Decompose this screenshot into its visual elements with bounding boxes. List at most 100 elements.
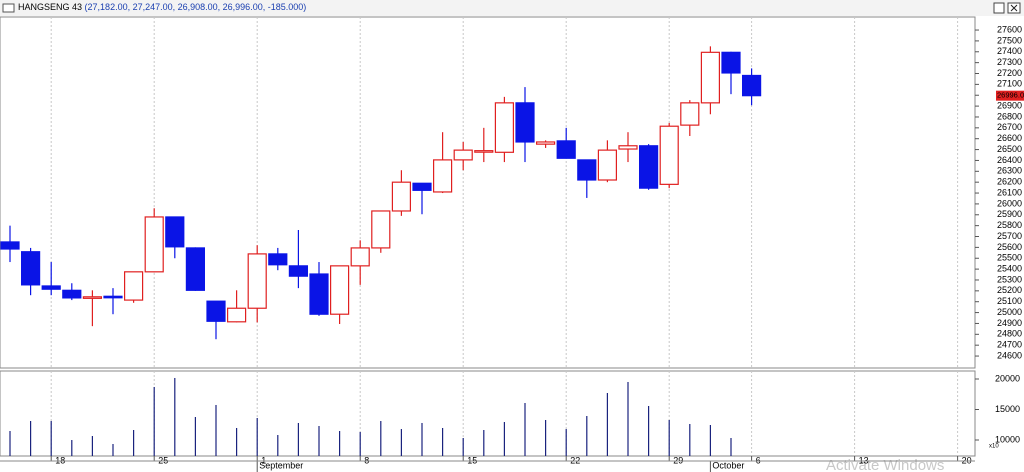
candle-body	[371, 210, 391, 249]
candle-body	[309, 273, 329, 315]
candle-body	[412, 182, 432, 191]
close-icon	[1010, 4, 1018, 12]
candle-body	[618, 145, 638, 150]
volume-bar	[30, 421, 32, 456]
candle-body	[103, 295, 123, 299]
volume-bar	[9, 431, 11, 456]
y-tick-label: 27500	[997, 35, 1022, 45]
y-tick-label: 15000	[995, 404, 1020, 414]
y-tick-label: 25400	[997, 263, 1022, 273]
x-tick-label: 22	[570, 455, 580, 465]
volume-bar	[648, 405, 650, 456]
candle-body	[123, 271, 144, 301]
volume-bar	[256, 417, 258, 456]
y-tick-label: 20000	[995, 373, 1020, 383]
y-tick-label: 26500	[997, 144, 1022, 154]
candle-body	[0, 241, 20, 250]
candle-body	[741, 74, 762, 97]
x-tick-label: 8	[364, 455, 369, 465]
last-price-label: 26996.00	[997, 91, 1024, 100]
candle-body	[350, 247, 370, 267]
candle-body	[330, 265, 350, 315]
y-tick-label: 26700	[997, 122, 1022, 132]
y-tick-label: 27400	[997, 46, 1022, 56]
title-bar	[0, 0, 1024, 16]
candle-body	[453, 149, 473, 161]
volume-frame	[0, 370, 976, 457]
volume-bar	[277, 435, 279, 456]
volume-bar	[606, 392, 608, 456]
candle-body	[144, 216, 164, 273]
y-tick-label: 25800	[997, 220, 1022, 230]
restore-button[interactable]	[993, 2, 1005, 14]
y-tick-label: 25500	[997, 253, 1022, 263]
candle-body	[515, 102, 535, 143]
volume-bar	[133, 430, 135, 456]
candle-body	[206, 300, 226, 322]
volume-bar	[421, 422, 423, 456]
month-label: October	[712, 460, 744, 470]
volume-bar	[194, 417, 196, 456]
volume-bar	[380, 421, 382, 456]
volume-bar	[730, 437, 732, 456]
candle-body	[391, 181, 411, 212]
volume-bar	[627, 381, 629, 456]
volume-bar	[442, 427, 444, 456]
y-tick-label: 26100	[997, 187, 1022, 197]
x-tick-label: 20	[962, 455, 972, 465]
y-tick-label: 25700	[997, 231, 1022, 241]
y-tick-label: 26400	[997, 155, 1022, 165]
candle-body	[577, 159, 597, 181]
candle-body	[21, 251, 41, 286]
y-tick-label: 27300	[997, 57, 1022, 67]
y-tick-label: 26300	[997, 166, 1022, 176]
volume-bar	[112, 444, 114, 456]
candle-body	[82, 296, 103, 299]
y-tick-label: 27600	[997, 24, 1022, 34]
ohlc-summary: (27,182.00, 27,247.00, 26,908.00, 26,996…	[85, 2, 307, 12]
volume-bar	[215, 404, 217, 456]
y-tick-label: 25900	[997, 209, 1022, 219]
candle-body	[700, 51, 721, 104]
volume-bar	[545, 419, 547, 456]
y-tick-label: 25200	[997, 285, 1022, 295]
candle-body	[659, 125, 679, 185]
y-tick-label: 25100	[997, 296, 1022, 306]
candle-body	[597, 149, 618, 181]
x-tick-label: 25	[158, 455, 168, 465]
volume-bar	[689, 423, 691, 456]
y-tick-label: 27100	[997, 79, 1022, 89]
candle-body	[474, 150, 494, 153]
candle-body	[494, 102, 514, 153]
volume-bar	[339, 431, 341, 456]
price-frame	[0, 16, 976, 369]
candle-body	[721, 51, 741, 74]
volume-bar	[400, 429, 402, 456]
candle-body	[185, 247, 205, 291]
volume-bar	[483, 430, 485, 456]
last-price-tag	[996, 90, 1024, 101]
y-tick-label: 26900	[997, 100, 1022, 110]
candle-body	[433, 159, 453, 193]
candle-body	[62, 289, 82, 299]
candle-body	[41, 285, 61, 290]
candle-body	[227, 307, 247, 323]
candle-body	[680, 102, 700, 126]
candle-body	[288, 265, 308, 277]
candle-body	[535, 141, 556, 145]
y-tick-label: 26600	[997, 133, 1022, 143]
volume-bar	[503, 422, 505, 456]
y-tick-label: 26200	[997, 177, 1022, 187]
volume-bar	[91, 436, 93, 456]
volume-bar	[524, 403, 526, 456]
volume-bar	[174, 377, 176, 456]
y-tick-label: 25600	[997, 242, 1022, 252]
volume-bar	[359, 432, 361, 456]
y-tick-label: 26000	[997, 198, 1022, 208]
y-tick-label: 24800	[997, 329, 1022, 339]
x-tick-label: 6	[756, 455, 761, 465]
volume-bar	[318, 426, 320, 456]
window-icon	[2, 3, 15, 13]
candle-body	[556, 140, 576, 159]
volume-bar	[586, 416, 588, 456]
